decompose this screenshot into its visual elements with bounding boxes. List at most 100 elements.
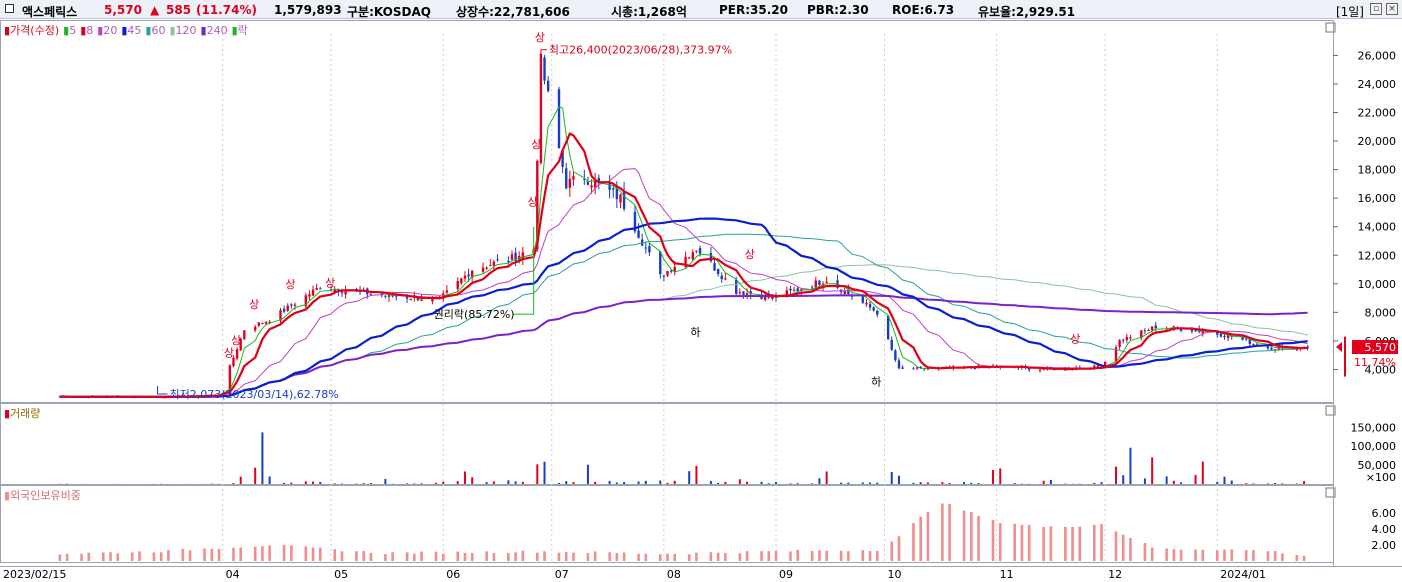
- legend-item: ▮240: [200, 24, 228, 37]
- volume-tick-label: 150,000: [1351, 421, 1397, 434]
- candle-body: [608, 182, 611, 190]
- y-tick-label: 12,000: [1358, 249, 1397, 262]
- foreign-bar: [1020, 524, 1024, 561]
- candle-body: [890, 339, 893, 350]
- foreign-tick-label: 4.00: [1372, 523, 1397, 536]
- candle-body: [648, 246, 651, 253]
- foreign-bar: [991, 519, 995, 561]
- candle-body: [1140, 330, 1143, 339]
- foreign-bar: [159, 552, 163, 561]
- candle-body: [716, 268, 720, 275]
- candle-body: [311, 289, 315, 296]
- foreign-bar: [1078, 526, 1082, 561]
- volume-bar: [312, 481, 315, 484]
- legend-item: ▮8: [80, 24, 94, 37]
- candle-body: [409, 299, 412, 301]
- square-icon[interactable]: [5, 4, 14, 13]
- candle-body: [1248, 339, 1252, 344]
- candle-body: [1154, 325, 1157, 329]
- foreign-bar: [774, 550, 778, 561]
- legend-label: 20: [103, 24, 118, 37]
- candle-body: [713, 263, 716, 271]
- pane-frame: [0, 403, 1334, 485]
- volume-bar: [919, 482, 922, 484]
- candle-body: [1172, 326, 1176, 328]
- volume-bar: [876, 482, 879, 484]
- foreign-bar: [615, 553, 619, 561]
- volume-bar: [818, 478, 821, 484]
- candle-body: [243, 330, 246, 340]
- rights-annotation: 권리락(85.72%): [434, 308, 515, 321]
- candle-body: [489, 265, 492, 267]
- foreign-bar: [1252, 549, 1255, 561]
- window-icon[interactable]: ▫: [1370, 3, 1382, 15]
- candle-body: [1147, 329, 1150, 331]
- foreign-bar: [1114, 531, 1118, 561]
- foreign-bar: [716, 552, 720, 561]
- candle-body: [344, 290, 347, 295]
- candle-body: [442, 293, 445, 299]
- pane-window-icon[interactable]: [1325, 22, 1336, 33]
- candle-body: [1042, 369, 1045, 371]
- y-tick-label: 24,000: [1358, 78, 1397, 91]
- volume-bar: [1252, 483, 1255, 484]
- foreign-bar: [1281, 553, 1284, 561]
- candle-body: [315, 287, 318, 290]
- close-icon[interactable]: ×: [1386, 3, 1398, 15]
- candle-body: [239, 338, 242, 351]
- foreign-bar: [796, 549, 800, 561]
- candle-body: [470, 270, 474, 278]
- foreign-bar: [1150, 547, 1154, 561]
- candle-body: [572, 176, 575, 180]
- pane-window-icon[interactable]: [1325, 487, 1336, 498]
- y-tick-label: 26,000: [1358, 49, 1397, 62]
- candle-body: [847, 288, 850, 294]
- candle-body: [792, 289, 796, 291]
- foreign-bar: [1121, 534, 1125, 561]
- candle-body: [1038, 369, 1042, 371]
- foreign-bar: [138, 551, 141, 561]
- candle-body: [565, 168, 568, 189]
- y-tick-label: 4,000: [1365, 363, 1397, 376]
- foreign-bar: [644, 553, 648, 561]
- volume-bar: [847, 482, 850, 484]
- candle-body: [666, 271, 669, 276]
- legend-label: 가격(수정): [10, 24, 60, 37]
- candle-body: [1179, 329, 1183, 331]
- volume-bar: [840, 482, 843, 484]
- foreign-bar: [65, 553, 69, 561]
- foreign-bar: [586, 553, 590, 561]
- x-tick-label: 08: [667, 568, 681, 581]
- volume-bar: [970, 482, 973, 484]
- candle-body: [282, 308, 286, 312]
- volume-bar: [254, 467, 257, 484]
- legend-item: ▮20: [97, 24, 118, 37]
- lower-limit-marker: 하: [871, 375, 881, 389]
- candle-body: [286, 305, 289, 311]
- foreign-bar: [261, 546, 264, 561]
- volume-bar: [435, 482, 438, 484]
- volume-bar: [963, 481, 966, 484]
- volume-bar: [861, 482, 864, 484]
- volume-bar: [673, 480, 676, 484]
- period-button[interactable]: [1일]: [1335, 5, 1364, 19]
- foreign-bar: [420, 551, 423, 561]
- volume-bar: [420, 483, 423, 484]
- foreign-bar: [658, 554, 662, 561]
- foreign-bar: [977, 515, 980, 561]
- foreign-bar: [470, 552, 474, 561]
- foreign-bar: [116, 553, 120, 561]
- candle-body: [561, 150, 564, 167]
- candle-body: [644, 247, 647, 249]
- candle-body: [405, 296, 409, 299]
- foreign-bar: [340, 551, 344, 561]
- x-tick-label: 2024/01: [1220, 568, 1266, 581]
- volume-bar: [1281, 483, 1284, 484]
- candle-body: [304, 295, 308, 307]
- candle-body: [597, 177, 600, 183]
- y-tick-label: 22,000: [1358, 107, 1397, 120]
- volume-tick-label: 100,000: [1351, 440, 1397, 453]
- volume-tick-label: 50,000: [1358, 459, 1397, 472]
- candle-body: [912, 368, 915, 370]
- pane-window-icon[interactable]: [1325, 405, 1336, 416]
